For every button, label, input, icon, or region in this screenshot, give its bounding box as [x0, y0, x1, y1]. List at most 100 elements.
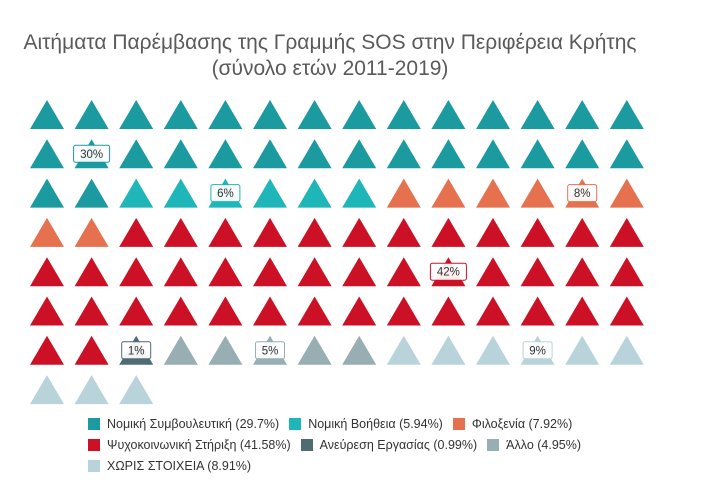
pictogram-mark — [163, 257, 198, 287]
pictogram-mark — [74, 178, 109, 208]
pictogram-mark — [476, 139, 510, 169]
legend-item[interactable]: Νομική Βοήθεια (5.94%) — [289, 417, 443, 431]
pictogram-mark — [163, 100, 198, 129]
pictogram-mark — [297, 335, 332, 365]
pictogram-mark — [565, 139, 600, 169]
data-label-text: 5% — [262, 345, 279, 357]
pictogram-mark — [297, 296, 332, 326]
pictogram-mark — [119, 375, 154, 405]
data-label-text: 9% — [529, 345, 546, 357]
legend-item[interactable]: Ψυχοκοινωνική Στήριξη (41.58%) — [88, 438, 291, 452]
pictogram-mark — [163, 178, 198, 208]
pictogram-mark — [30, 178, 64, 208]
pictogram-mark — [476, 100, 510, 129]
pictogram-mark — [476, 335, 510, 365]
legend-row: ΧΩΡΙΣ ΣΤΟΙΧΕΙΑ (8.91%) — [88, 455, 648, 476]
legend-label: Ψυχοκοινωνική Στήριξη (41.58%) — [107, 437, 291, 452]
pictogram-mark — [386, 217, 421, 247]
pictogram-mark — [342, 139, 377, 169]
pictogram-mark — [386, 296, 421, 326]
pictogram-mark — [74, 375, 109, 405]
pictogram-mark — [520, 217, 555, 247]
pictogram-mark — [609, 139, 644, 169]
pictogram-mark — [208, 217, 243, 247]
data-label-text: 6% — [217, 188, 234, 200]
pictogram-mark — [431, 178, 466, 208]
legend-label: Φιλοξενία (7.92%) — [471, 416, 573, 431]
pictogram-mark — [431, 139, 466, 169]
legend-item[interactable]: Φιλοξενία (7.92%) — [452, 416, 573, 431]
pictogram-mark — [476, 296, 510, 326]
pictogram-mark — [609, 100, 644, 129]
pictogram-mark — [253, 217, 287, 247]
pictogram-mark — [208, 257, 243, 287]
pictogram-mark — [386, 257, 421, 287]
pictogram-mark — [342, 178, 377, 208]
pictogram-mark — [119, 257, 154, 287]
pictogram-mark — [30, 335, 64, 365]
pictogram-mark — [297, 257, 332, 287]
pictogram-mark — [342, 257, 377, 287]
pictogram-mark — [297, 178, 332, 208]
pictogram-mark — [386, 139, 421, 169]
pictogram-mark — [297, 139, 332, 169]
legend-item[interactable]: Νομική Συμβουλευτική (29.7%) — [88, 417, 279, 431]
pictogram-mark — [297, 100, 332, 129]
pictogram-mark — [431, 217, 466, 247]
pictogram-mark — [342, 296, 377, 326]
pictogram-mark — [609, 178, 644, 208]
data-label: 8% — [567, 184, 598, 203]
pictogram-mark — [386, 178, 421, 208]
pictogram-mark — [163, 335, 198, 365]
pictogram-mark — [253, 139, 287, 169]
data-label: 1% — [121, 341, 152, 360]
pictogram-mark — [119, 217, 154, 247]
pictogram-mark — [342, 217, 377, 247]
pictogram-mark — [476, 257, 510, 287]
pictogram-mark — [565, 100, 600, 129]
pictogram-mark — [253, 296, 287, 326]
legend-item[interactable]: Άλλο (4.95%) — [487, 438, 581, 452]
legend-item[interactable]: ΧΩΡΙΣ ΣΤΟΙΧΕΙΑ (8.91%) — [88, 459, 251, 473]
pictogram-mark — [297, 217, 332, 247]
pictogram-mark — [74, 217, 109, 247]
pictogram-mark — [253, 178, 287, 208]
pictogram-mark — [520, 296, 555, 326]
legend-swatch — [452, 417, 465, 430]
data-label-text: 42% — [437, 267, 460, 279]
legend-label: ΧΩΡΙΣ ΣΤΟΙΧΕΙΑ (8.91%) — [107, 458, 252, 473]
legend-label: Νομική Συμβουλευτική (29.7%) — [107, 416, 280, 431]
pictogram-mark — [565, 217, 600, 247]
pictogram-mark — [520, 100, 555, 129]
pictogram-mark — [30, 139, 64, 169]
pictogram-mark — [30, 296, 64, 326]
chart-title: Αιτήματα Παρέμβασης της Γραμμής SOS στην… — [23, 31, 637, 54]
pictogram-mark — [119, 100, 154, 129]
legend-row: Ψυχοκοινωνική Στήριξη (41.58%) Ανεύρεση Ε… — [88, 434, 648, 455]
pictogram-mark — [342, 100, 377, 129]
pictogram-mark — [476, 217, 510, 247]
pictogram-mark — [386, 100, 421, 129]
legend-label: Νομική Βοήθεια (5.94%) — [308, 416, 443, 431]
pictogram-mark — [609, 296, 644, 326]
legend-swatch — [300, 438, 313, 451]
legend-item[interactable]: Ανεύρεση Εργασίας (0.99%) — [300, 437, 478, 452]
pictogram-mark — [253, 257, 287, 287]
pictogram-mark — [386, 335, 421, 365]
pictogram-mark — [119, 139, 154, 169]
data-label: 30% — [73, 144, 111, 163]
data-label: 6% — [210, 184, 241, 203]
chart-subtitle: (σύνολο ετών 2011-2019) — [211, 57, 449, 80]
pictogram-mark — [74, 100, 109, 129]
pictogram-mark — [609, 217, 644, 247]
pictogram-mark — [565, 296, 600, 326]
data-label-text: 30% — [80, 149, 103, 161]
pictogram-mark — [208, 100, 243, 129]
pictogram-mark — [520, 139, 555, 169]
legend-swatch — [88, 417, 100, 430]
pictogram-mark — [609, 335, 644, 365]
legend-swatch — [88, 438, 100, 451]
legend-label: Ανεύρεση Εργασίας (0.99%) — [319, 437, 478, 452]
pictogram-mark — [253, 100, 287, 129]
pictogram-mark — [30, 217, 64, 247]
